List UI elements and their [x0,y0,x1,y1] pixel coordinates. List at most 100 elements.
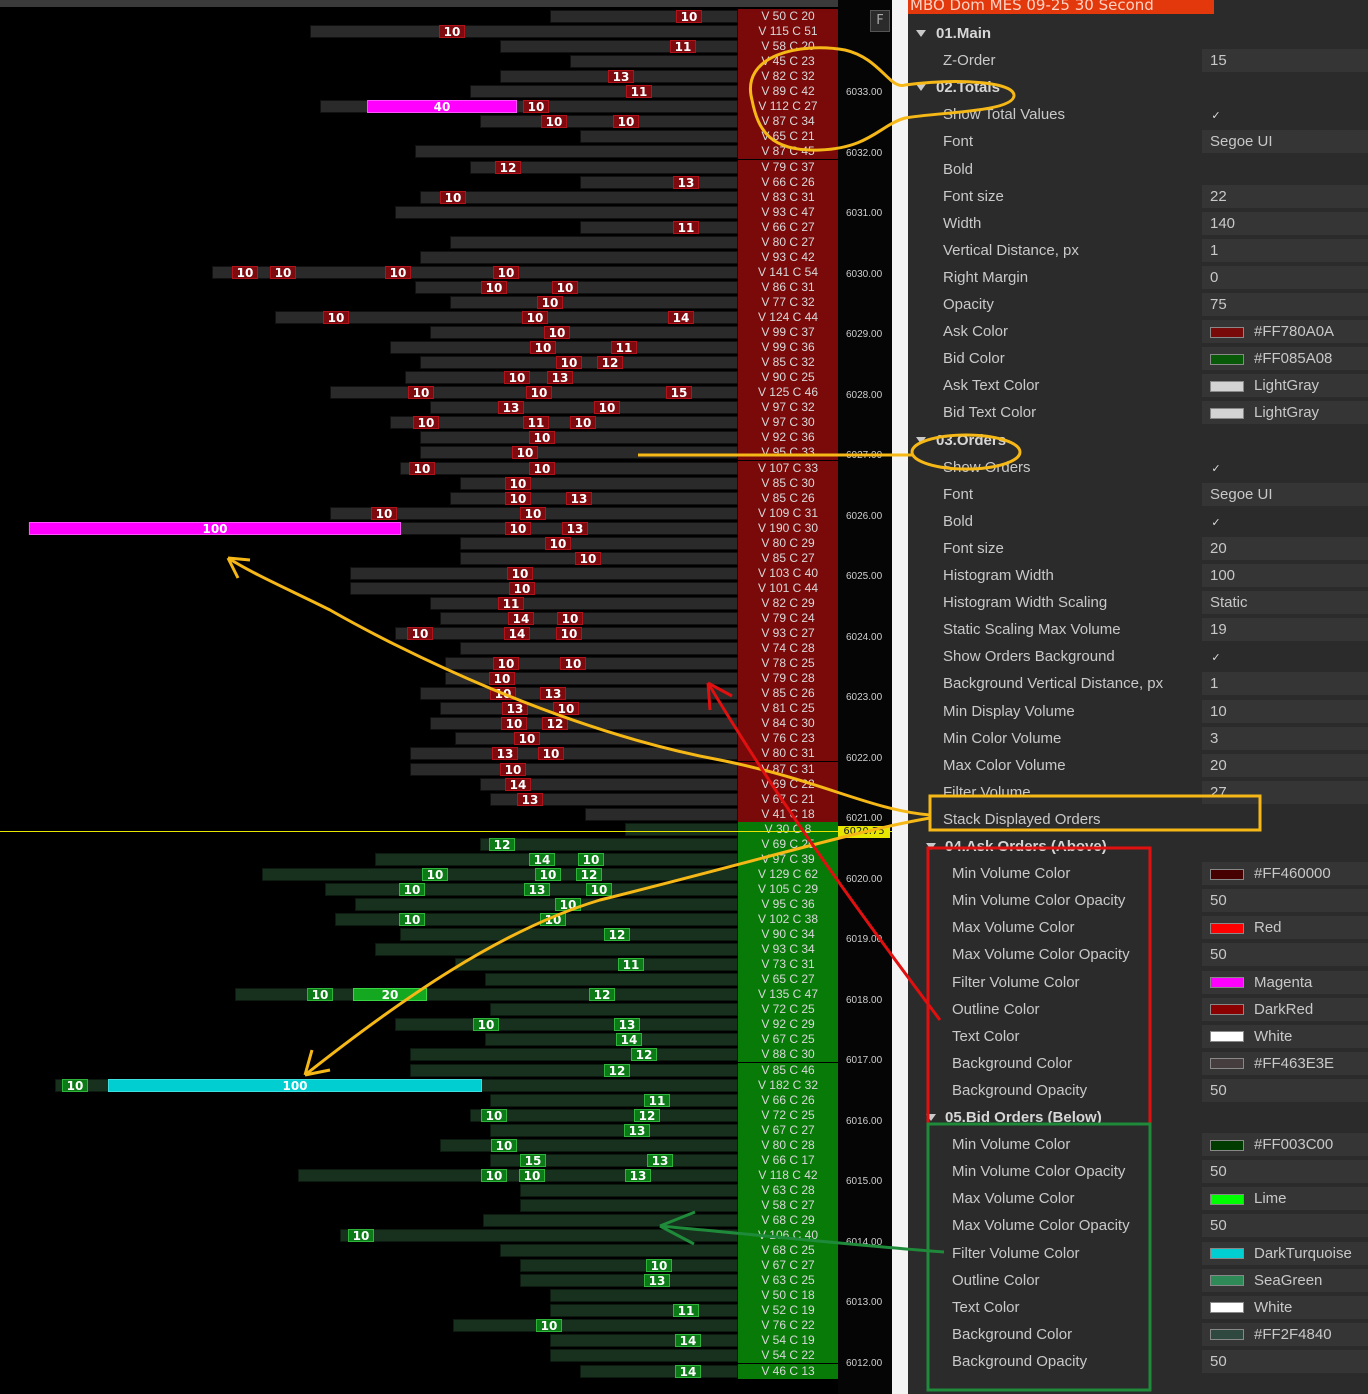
section-header[interactable]: 04.Ask Orders (Above) [908,834,1368,860]
price-label: 6025.00 [846,571,883,582]
property-value: 22 [1210,187,1227,205]
property-value-field[interactable]: Lime [1202,1187,1368,1211]
bid-order-block: 10 [473,1018,499,1032]
property-value-field[interactable]: 50 [1202,943,1368,967]
bid-orders-background [490,1153,738,1167]
ask-order-block: 10 [489,672,515,686]
ask-order-block: 10 [529,431,555,445]
dom-top-bar [0,0,892,7]
bid-orders-background [483,1214,738,1227]
ask-row: V 65 C 21 [0,129,892,145]
property-value-field[interactable]: Segoe UI [1202,482,1368,506]
section-header[interactable]: 03.Orders [908,428,1368,454]
property-label: Bold [943,512,974,530]
property-value: 1 [1210,241,1219,259]
property-value-field[interactable]: 15 [1202,49,1368,73]
ask-order-block: 10 [545,536,571,550]
bid-order-block: 10 [422,867,448,881]
window-divider[interactable] [892,0,908,1394]
ask-row: 10 V 87 C 31 [0,761,892,777]
property-label: Filter Volume Color [952,973,1080,991]
property-value-field[interactable]: 100 [1202,564,1368,587]
property-value-field[interactable]: Red [1202,916,1368,940]
property-label: Histogram Width Scaling [943,594,1108,612]
section-title: 02.Totals [936,79,1000,97]
ask-order-block: 10 [570,416,596,430]
ask-order-block: 10 [270,265,296,279]
property-value-field[interactable]: SeaGreen [1202,1268,1368,1292]
property-checkbox[interactable] [1202,158,1368,181]
property-value-field[interactable]: DarkTurquoise [1202,1241,1368,1265]
ask-order-block: 10 [504,371,530,385]
property-value-field[interactable]: 50 [1202,1214,1368,1238]
property-value-field[interactable]: 75 [1202,293,1368,316]
property-value-field[interactable]: Static [1202,591,1368,615]
property-value-field[interactable]: 10 [1202,699,1368,723]
section-header[interactable]: 02.Totals [908,75,1368,101]
bid-row: 10 100 V 182 C 32 [0,1077,892,1093]
bid-orders-background [400,928,738,942]
property-checkbox[interactable]: ✓ [1202,456,1368,479]
property-value-field[interactable]: #FF460000 [1202,862,1368,886]
property-checkbox[interactable] [1202,808,1368,831]
filter-button[interactable]: F [870,10,890,32]
property-value-field[interactable]: 1 [1202,672,1368,696]
ask-row: 100 10 13 V 190 C 30 [0,520,892,536]
property-value-field[interactable]: Segoe UI [1202,130,1368,154]
property-value-field[interactable]: #FF003C00 [1202,1133,1368,1157]
price-label: 6026.00 [846,510,883,522]
bid-orders-background [455,958,738,972]
property-value-field[interactable]: White [1202,1295,1368,1319]
property-value: 20 [1210,539,1227,557]
property-value-field[interactable]: #FF2F4840 [1202,1322,1368,1346]
property-value-field[interactable]: 50 [1202,1349,1368,1373]
bid-orders-background [470,1108,738,1122]
section-header[interactable]: 01.Main [908,21,1368,47]
section-header[interactable]: 05.Bid Orders (Below) [908,1105,1368,1131]
property-value-field[interactable]: LightGray [1202,374,1368,398]
property-row: Opacity 75 [908,292,1368,318]
ask-orders-background [410,762,738,776]
bid-row: 11 V 66 C 26 [0,1092,892,1108]
property-value-field[interactable]: White [1202,1024,1368,1048]
property-checkbox[interactable]: ✓ [1202,645,1368,668]
property-value-field[interactable]: 19 [1202,618,1368,642]
property-checkbox[interactable]: ✓ [1202,103,1368,126]
ask-row: 10 12 V 84 C 30 [0,716,892,732]
ask-total-cell: V 79 C 28 [738,671,838,687]
ask-total-cell: V 97 C 32 [738,400,838,416]
ask-row: 10 11 V 99 C 36 [0,340,892,356]
property-value-field[interactable]: DarkRed [1202,997,1368,1021]
property-value-field[interactable]: 50 [1202,1078,1368,1102]
bid-orders-background [375,943,738,957]
property-value-field[interactable]: 20 [1202,753,1368,777]
bid-orders-background [490,1093,738,1107]
ask-order-block: 10 [385,265,411,279]
property-value-field[interactable]: 140 [1202,211,1368,235]
property-value-field[interactable]: 0 [1202,265,1368,289]
property-value-field[interactable]: Magenta [1202,970,1368,994]
bid-orders-background [355,897,738,911]
property-value-field[interactable]: LightGray [1202,401,1368,425]
property-checkbox[interactable]: ✓ [1202,510,1368,533]
property-value-field[interactable]: 50 [1202,1160,1368,1184]
property-value-field[interactable]: 22 [1202,184,1368,208]
property-value-field[interactable]: 20 [1202,536,1368,560]
ask-order-block: 10 [493,657,519,671]
ask-order-block: 40 [367,100,517,114]
property-value-field[interactable]: 27 [1202,780,1368,804]
property-value-field[interactable]: #FF463E3E [1202,1051,1368,1075]
bid-order-block: 10 [307,988,333,1002]
property-value-field[interactable]: 50 [1202,889,1368,913]
bid-row: V 58 C 27 [0,1197,892,1213]
property-value-field[interactable]: 1 [1202,238,1368,262]
ask-total-cell: V 85 C 30 [738,475,838,491]
property-value-field[interactable]: #FF085A08 [1202,347,1368,371]
ask-orders-background [445,657,738,671]
ask-order-block: 10 [501,717,527,731]
ask-order-block: 13 [540,687,566,701]
ask-row: 10 14 10 V 93 C 27 [0,626,892,642]
bid-order-block: 14 [529,852,555,866]
property-value-field[interactable]: #FF780A0A [1202,320,1368,344]
property-value-field[interactable]: 3 [1202,726,1368,750]
